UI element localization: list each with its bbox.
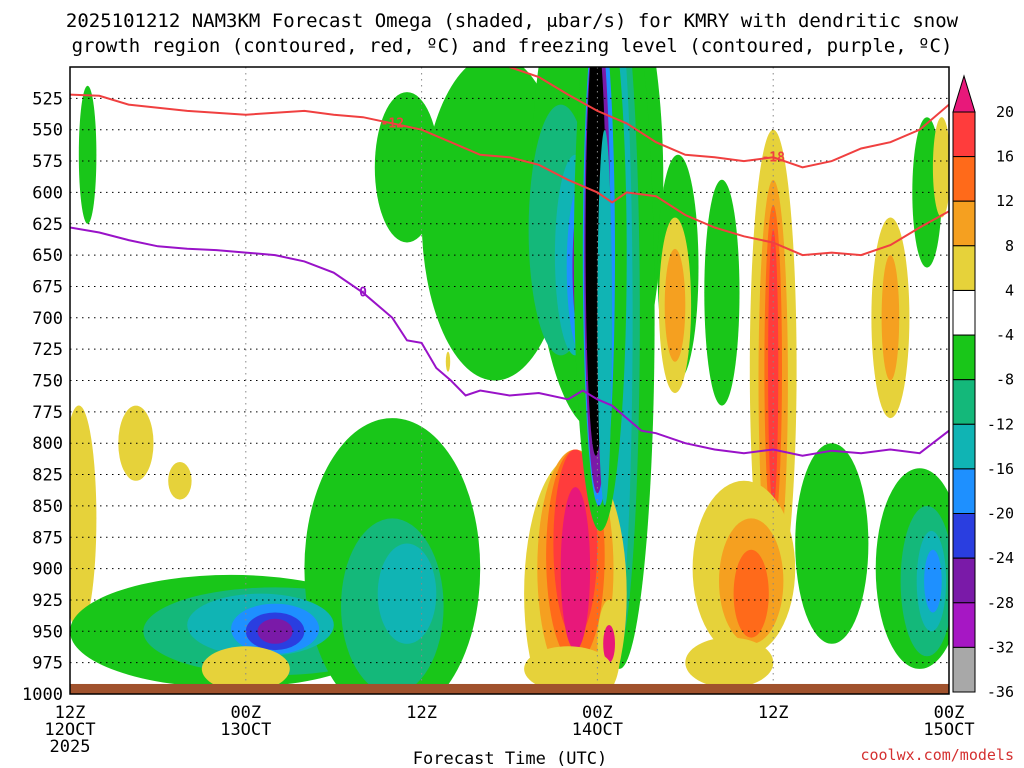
colorbar-tick-label: 20 <box>996 103 1014 121</box>
colorbar-swatch <box>952 557 976 604</box>
omega-shading <box>70 67 949 694</box>
omega-region <box>881 255 900 381</box>
y-tick-label: 550 <box>32 121 63 141</box>
x-tick-label: 15OCT <box>923 720 974 740</box>
colorbar-swatch <box>952 468 976 514</box>
y-tick-label: 975 <box>32 654 63 674</box>
y-tick-label: 1000 <box>22 685 63 705</box>
colorbar-swatch <box>952 423 976 470</box>
omega-region <box>118 405 154 481</box>
x-tick-label: 2025 <box>50 737 91 757</box>
y-tick-label: 600 <box>32 183 63 203</box>
contour-label-2: 0 <box>359 286 367 301</box>
colorbar-swatch <box>952 156 976 202</box>
colorbar-swatch <box>952 245 976 291</box>
x-tick-label: 12Z <box>406 703 437 723</box>
omega-region <box>78 85 97 224</box>
x-tick-label: 12Z <box>55 703 86 723</box>
grid-lines <box>70 67 949 694</box>
colorbar-tick-label: -36 <box>987 683 1014 701</box>
y-tick-label: 800 <box>32 434 63 454</box>
x-tick-label: 12OCT <box>44 720 95 740</box>
omega-region <box>377 543 437 644</box>
colorbar-tick-label: 8 <box>1005 237 1014 255</box>
colorbar-swatch <box>952 290 976 336</box>
omega-region <box>795 443 869 644</box>
colorbar-tick-label: -4 <box>996 326 1014 344</box>
colorbar-tick-label: -28 <box>987 594 1014 612</box>
y-tick-label: 525 <box>32 89 63 109</box>
colorbar-swatch <box>952 646 976 693</box>
colorbar-tick-label: -8 <box>996 371 1014 389</box>
omega-region <box>201 646 290 692</box>
chart-title-line1: 2025101212 NAM3KM Forecast Omega (shaded… <box>66 10 959 32</box>
contour-label-0: -12 <box>381 116 404 131</box>
omega-region <box>603 625 615 663</box>
y-tick-label: 750 <box>32 372 63 392</box>
colorbar-swatch <box>952 74 976 113</box>
x-axis-label: Forecast Time (UTC) <box>413 749 607 768</box>
omega-region <box>704 179 740 406</box>
omega-region <box>70 405 97 632</box>
omega-region <box>524 646 613 692</box>
x-tick-label: 14OCT <box>572 720 623 740</box>
y-axis-tick-labels: 525 550 575 600 625 650 675 700 725 750 775 800 825 8… <box>22 89 63 705</box>
colorbar-tick-label: 4 <box>1005 282 1014 300</box>
colorbar: 20 16 12 8 4 -4 -8 -12 -16 -20 -24 -28 -32 -36 <box>952 74 1014 701</box>
x-tick-label: 00Z <box>582 703 613 723</box>
omega-region <box>664 248 686 362</box>
omega-region <box>932 117 949 218</box>
terrain-surface <box>70 683 949 694</box>
colorbar-swatch <box>952 111 976 158</box>
chart-title-line2: growth region (contoured, red, ºC) and f… <box>72 35 953 57</box>
colorbar-swatch <box>952 379 976 425</box>
colorbar-swatch <box>952 513 976 559</box>
y-tick-label: 725 <box>32 340 63 360</box>
y-tick-label: 875 <box>32 528 63 548</box>
omega-region <box>924 549 942 613</box>
x-tick-label: 13OCT <box>220 720 271 740</box>
x-tick-label: 00Z <box>230 703 261 723</box>
y-tick-label: 775 <box>32 403 63 423</box>
omega-region <box>445 351 451 372</box>
x-tick-label: 12Z <box>758 703 789 723</box>
y-tick-label: 950 <box>32 622 63 642</box>
colorbar-tick-label: -20 <box>987 505 1014 523</box>
omega-region <box>685 637 774 688</box>
omega-region <box>733 549 769 638</box>
y-tick-label: 625 <box>32 215 63 235</box>
y-tick-label: 850 <box>32 497 63 517</box>
credit-text[interactable]: coolwx.com/models <box>860 746 1014 764</box>
colorbar-swatch <box>952 602 976 648</box>
omega-region <box>168 462 192 500</box>
colorbar-tick-label: -12 <box>987 415 1014 433</box>
y-tick-label: 700 <box>32 309 63 329</box>
terrain-band <box>70 683 949 694</box>
colorbar-tick-label: 12 <box>996 192 1014 210</box>
colorbar-tick-label: 16 <box>996 148 1014 166</box>
colorbar-swatch <box>952 200 976 247</box>
colorbar-tick-label: -32 <box>987 638 1014 656</box>
contour-line-0 <box>70 93 949 257</box>
colorbar-tick-label: -16 <box>987 460 1014 478</box>
contour-label-1: -18 <box>761 150 785 165</box>
colorbar-swatch <box>952 334 976 381</box>
y-tick-label: 900 <box>32 560 63 580</box>
y-tick-label: 675 <box>32 277 63 297</box>
y-tick-label: 650 <box>32 246 63 266</box>
y-tick-label: 575 <box>32 152 63 172</box>
y-tick-label: 825 <box>32 466 63 486</box>
isotherm-contours: -12 -18 0 <box>70 67 949 457</box>
y-tick-label: 925 <box>32 591 63 611</box>
x-tick-label: 00Z <box>934 703 965 723</box>
plot-frame <box>69 66 950 695</box>
colorbar-tick-label: -24 <box>987 549 1014 567</box>
contour-line-2 <box>70 226 949 457</box>
contour-line-1 <box>509 67 949 169</box>
